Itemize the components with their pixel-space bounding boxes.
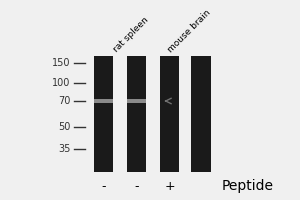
Bar bbox=[160, 56, 179, 172]
Bar bbox=[191, 56, 211, 172]
Text: -: - bbox=[134, 180, 139, 194]
Bar bbox=[127, 99, 146, 103]
Text: 35: 35 bbox=[58, 144, 70, 154]
Text: mouse brain: mouse brain bbox=[166, 8, 212, 54]
Text: 150: 150 bbox=[52, 58, 70, 68]
Text: 100: 100 bbox=[52, 78, 70, 88]
Text: 70: 70 bbox=[58, 96, 70, 106]
Text: +: + bbox=[164, 180, 175, 194]
Text: Peptide: Peptide bbox=[222, 179, 274, 193]
Text: rat spleen: rat spleen bbox=[112, 15, 151, 54]
Bar bbox=[94, 99, 113, 103]
Bar bbox=[127, 56, 146, 172]
Text: 50: 50 bbox=[58, 122, 70, 132]
Text: -: - bbox=[101, 180, 106, 194]
Bar bbox=[94, 56, 113, 172]
